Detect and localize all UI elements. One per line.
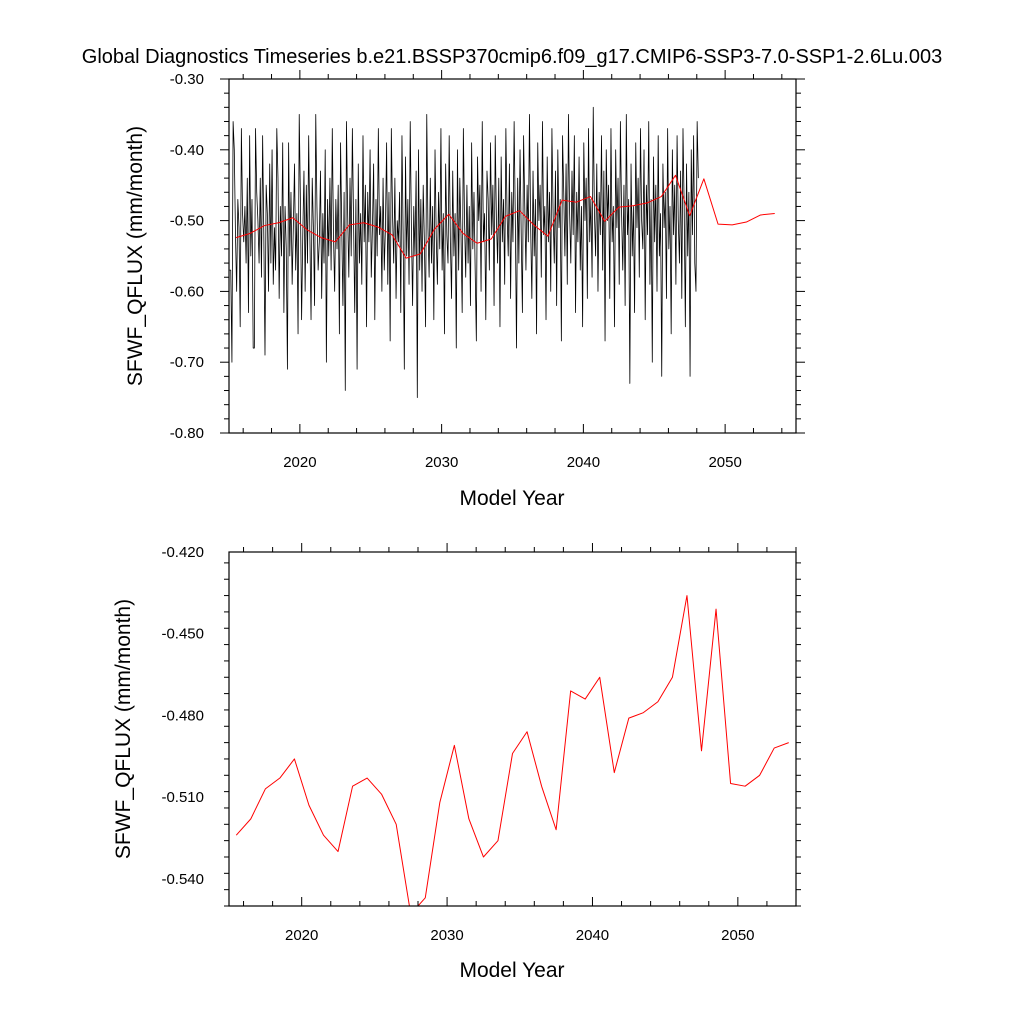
bottom-x-ticks: 2020 2030 2040 2050	[243, 543, 797, 944]
top-x-axis-title: Model Year	[459, 487, 564, 510]
top-x-ticks: 2020 2030 2040 2050	[242, 70, 783, 471]
y-tick-label: -0.30	[170, 71, 204, 88]
bottom-x-axis-title: Model Year	[459, 959, 564, 982]
x-tick-label: 2040	[567, 454, 600, 471]
x-tick-label: 2050	[708, 454, 741, 471]
top-y-ticks: -0.30 -0.40 -0.50 -0.60 -0.70 -0.80	[170, 71, 805, 442]
x-tick-label: 2030	[430, 927, 463, 944]
y-tick-label: -0.510	[161, 789, 204, 806]
x-tick-label: 2020	[283, 454, 316, 471]
monthly-series-line	[229, 106, 699, 399]
y-tick-label: -0.50	[170, 213, 204, 230]
top-plot-frame	[228, 78, 797, 434]
x-tick-label: 2020	[285, 927, 318, 944]
y-tick-label: -0.70	[170, 354, 204, 371]
y-tick-label: -0.450	[161, 626, 204, 643]
bottom-panel-series	[235, 595, 789, 906]
bottom-plot-frame	[228, 551, 797, 907]
y-tick-label: -0.40	[170, 142, 204, 159]
top-panel-series	[229, 106, 775, 399]
bottom-panel: 2020 2030 2040 2050 -0.420 -0.450 -0.480 -0.51…	[112, 543, 801, 982]
annual-mean-line	[235, 174, 775, 259]
top-y-axis-title: SFWF_QFLUX (mm/month)	[124, 126, 147, 386]
x-tick-label: 2050	[721, 927, 754, 944]
y-tick-label: -0.420	[161, 544, 204, 561]
bottom-y-axis-title: SFWF_QFLUX (mm/month)	[112, 599, 135, 859]
y-tick-label: -0.540	[161, 871, 204, 888]
annual-mean-line	[235, 595, 789, 906]
top-panel: 2020 2030 2040 2050 -0.30-0.40-0.50-0.60-0.…	[124, 70, 805, 510]
chart-title: Global Diagnostics Timeseries b.e21.BSSP…	[82, 46, 942, 68]
x-tick-label: 2040	[576, 927, 609, 944]
y-tick-label: -0.60	[170, 283, 204, 300]
bottom-y-ticks: -0.420 -0.450 -0.480 -0.510 -0.540	[161, 544, 801, 907]
y-tick-label: -0.480	[161, 707, 204, 724]
y-tick-label: -0.80	[170, 425, 204, 442]
x-tick-label: 2030	[425, 454, 458, 471]
